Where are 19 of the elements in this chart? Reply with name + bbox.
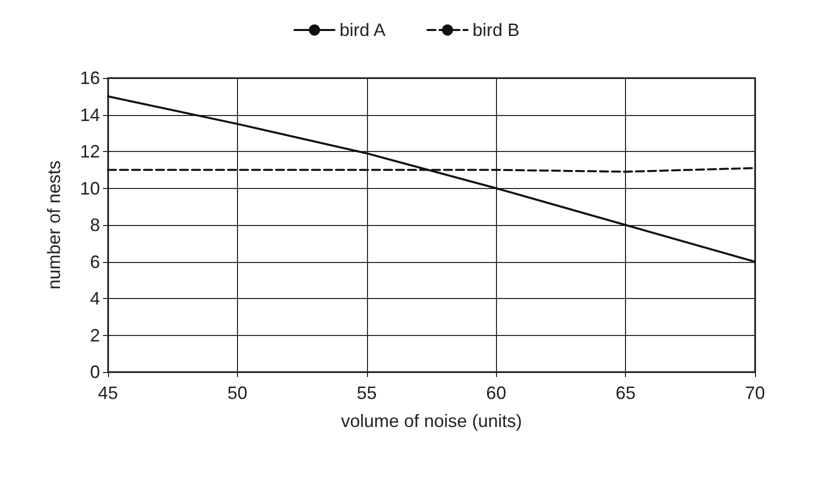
x-tick-label: 70 <box>744 383 766 403</box>
y-tick-label: 14 <box>80 104 100 125</box>
x-tick-label: 55 <box>356 383 377 403</box>
y-tick-label: 10 <box>80 178 100 198</box>
x-tick-label: 45 <box>98 383 118 403</box>
y-tick-label: 4 <box>90 288 100 308</box>
legend-label: bird B <box>472 20 520 40</box>
y-tick-label: 6 <box>90 252 100 272</box>
y-tick-label: 12 <box>80 142 100 162</box>
x-tick-label: 65 <box>616 383 636 403</box>
x-tick-label: 60 <box>486 383 506 403</box>
y-tick-label: 2 <box>90 325 100 346</box>
x-tick-label: 50 <box>227 383 248 403</box>
x-axis-title: volume of noise (units) <box>340 411 522 431</box>
y-tick-label: 0 <box>90 362 100 382</box>
legend-label: bird A <box>339 20 386 40</box>
y-tick-label: 8 <box>90 215 100 235</box>
y-axis-title: number of nests <box>44 160 64 290</box>
y-tick-label: 16 <box>80 68 100 88</box>
